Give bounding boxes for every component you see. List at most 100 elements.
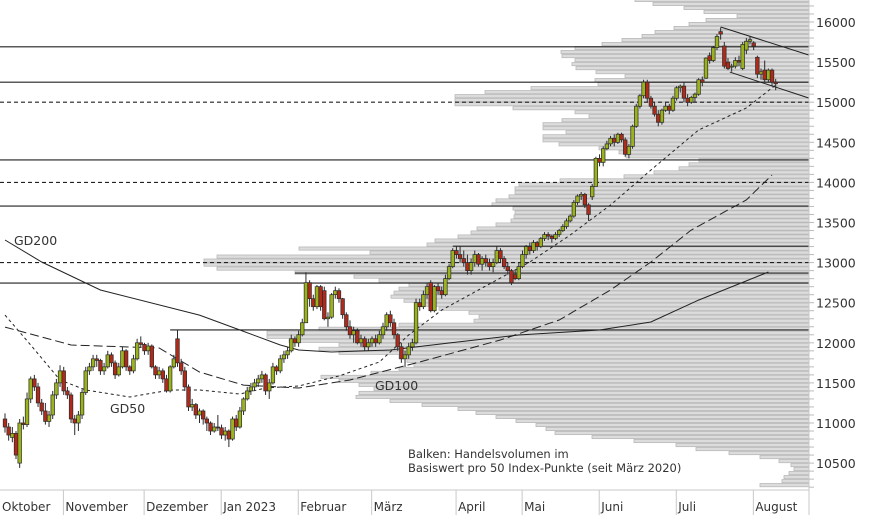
volume-bar <box>457 234 809 239</box>
candle-up <box>145 345 151 352</box>
volume-bar <box>783 475 809 480</box>
candle-down <box>347 326 353 336</box>
candle-up <box>223 430 228 436</box>
volume-bar <box>454 98 809 103</box>
candle-down <box>98 360 103 372</box>
volume-bar <box>559 178 809 183</box>
candle-up <box>560 226 565 231</box>
candle-down <box>13 433 19 456</box>
candle-up <box>747 39 753 42</box>
volume-bar <box>476 226 809 231</box>
candle-down <box>498 250 503 259</box>
x-tick-label: Jan 2023 <box>222 500 276 514</box>
volume-bar <box>470 230 809 235</box>
volume-bar <box>558 142 809 147</box>
candle-up <box>421 294 426 308</box>
candle-down <box>179 362 184 372</box>
candle-down <box>505 266 510 271</box>
gd50-line <box>4 84 777 398</box>
candle-up <box>241 398 246 412</box>
candle-up <box>384 314 389 328</box>
candle-down <box>2 418 8 428</box>
candle-up <box>278 358 283 372</box>
candle-down <box>344 314 349 328</box>
candle-up <box>689 97 694 103</box>
candle-down <box>435 286 441 292</box>
candle-up <box>608 137 613 145</box>
volume-bar <box>512 106 809 111</box>
volume-bar <box>623 174 809 179</box>
volume-bar <box>512 206 809 211</box>
volume-bar <box>588 114 809 119</box>
candle-up <box>557 230 562 235</box>
candle-down <box>322 290 327 320</box>
candle-up <box>314 286 320 308</box>
candle-down <box>656 113 661 123</box>
volume-bar <box>434 238 809 243</box>
candle-up <box>377 334 382 344</box>
volume-bar <box>561 54 809 59</box>
volume-bar <box>369 250 809 255</box>
candle-up <box>131 358 136 372</box>
volume-bar <box>678 166 809 171</box>
candle-down <box>725 61 731 69</box>
candle-up <box>256 378 261 384</box>
volume-bar <box>373 386 809 391</box>
candle-up <box>696 79 701 95</box>
candle-up <box>120 350 125 368</box>
candle-down <box>762 69 767 81</box>
volume-bar <box>598 146 809 151</box>
candle-up <box>267 382 272 392</box>
candle-down <box>234 418 239 428</box>
candle-up <box>366 342 371 348</box>
candle-down <box>501 258 507 267</box>
candle-down <box>175 338 180 364</box>
y-tick-label: 15000 <box>816 95 856 110</box>
volume-bar <box>454 94 809 99</box>
candle-down <box>340 298 345 316</box>
volume-bar <box>653 170 809 175</box>
volume-bar <box>778 459 809 464</box>
volume-bar <box>736 13 809 18</box>
volume-bar <box>688 21 809 27</box>
candle-down <box>43 410 48 422</box>
volume-bar <box>298 246 809 251</box>
candle-down <box>182 370 187 388</box>
candle-up <box>670 97 676 111</box>
candle-up <box>766 69 771 81</box>
candle-down <box>61 370 66 392</box>
volume-bar <box>695 447 809 452</box>
candle-up <box>156 370 162 376</box>
volume-bar <box>421 402 809 407</box>
volume-bar <box>554 431 809 436</box>
y-tick-label: 12500 <box>816 296 856 311</box>
candle-up <box>303 282 309 324</box>
volume-bar <box>703 9 809 14</box>
candle-up <box>296 334 301 344</box>
candle-down <box>476 254 481 265</box>
candle-up <box>300 322 305 336</box>
candle-up <box>571 202 576 217</box>
candle-up <box>479 258 485 265</box>
volume-bar <box>398 354 809 359</box>
candle-up <box>531 242 536 251</box>
candle-up <box>245 390 250 400</box>
volume-bar <box>475 410 809 415</box>
candle-down <box>208 422 213 432</box>
volume-bar <box>542 126 809 131</box>
candle-up <box>674 87 679 99</box>
candle-down <box>461 258 466 263</box>
trend-channel-line <box>729 71 809 99</box>
volume-bar <box>216 254 809 259</box>
volume-bar <box>574 110 809 115</box>
candle-up <box>516 266 521 279</box>
volume-bar <box>641 34 809 39</box>
candle-up <box>10 433 15 438</box>
trend-channel-line <box>720 26 809 56</box>
x-tick-label: November <box>65 500 127 514</box>
volume-bar <box>574 58 809 63</box>
candle-down <box>138 342 143 345</box>
candle-up <box>744 40 749 51</box>
candle-up <box>692 93 698 98</box>
